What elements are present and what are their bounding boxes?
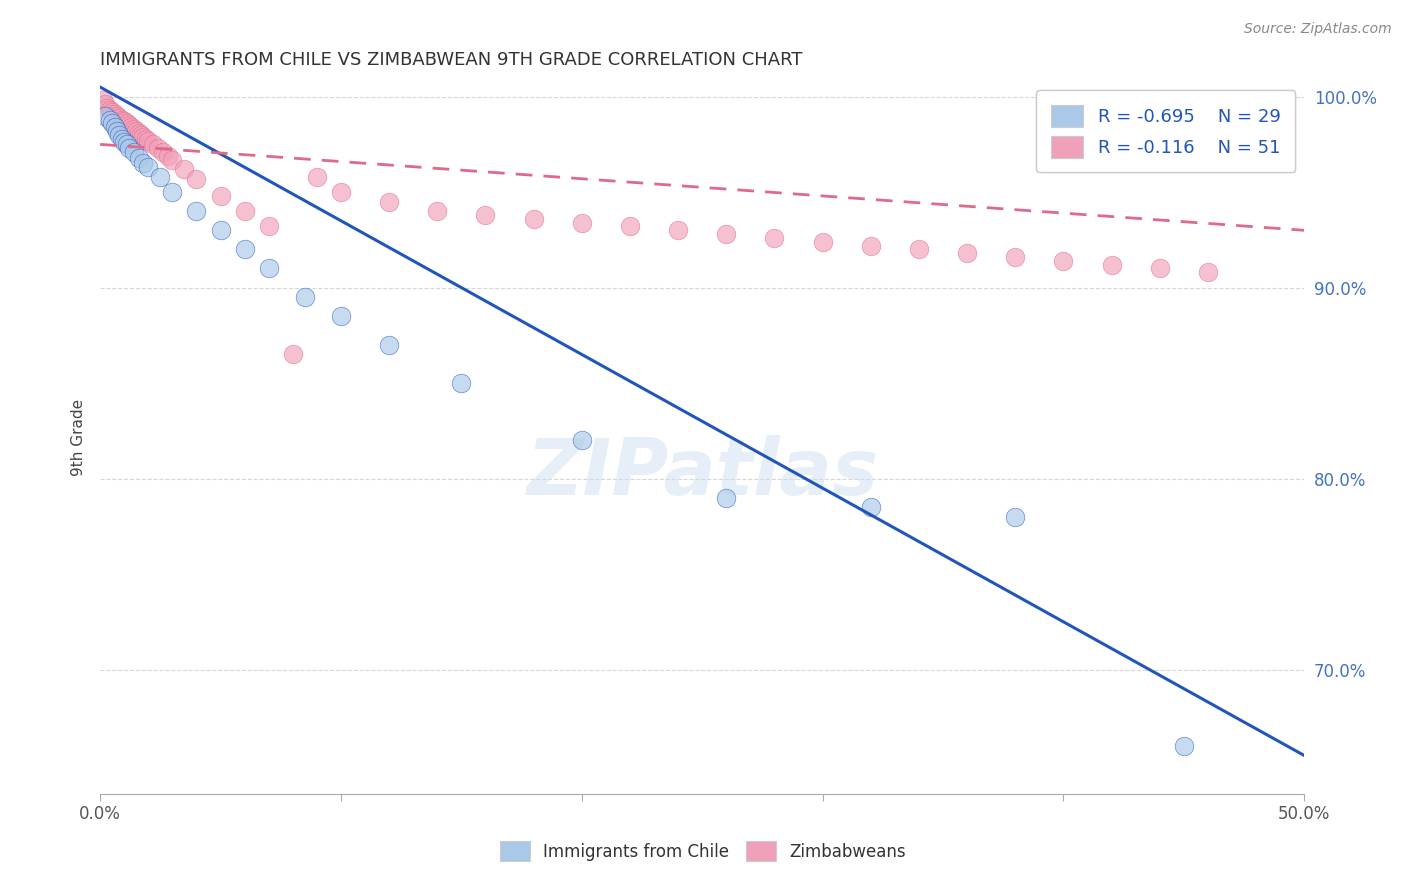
Point bbox=[1197, 265, 1219, 279]
Text: IMMIGRANTS FROM CHILE VS ZIMBABWEAN 9TH GRADE CORRELATION CHART: IMMIGRANTS FROM CHILE VS ZIMBABWEAN 9TH … bbox=[100, 51, 803, 69]
Point bbox=[571, 434, 593, 448]
Point bbox=[666, 223, 689, 237]
Point bbox=[122, 122, 145, 136]
Point bbox=[1173, 739, 1195, 753]
Point bbox=[378, 338, 401, 352]
Point bbox=[94, 97, 117, 112]
Point bbox=[98, 103, 121, 117]
Point bbox=[329, 310, 352, 324]
Point bbox=[132, 156, 155, 170]
Point bbox=[101, 116, 124, 130]
Point bbox=[122, 145, 145, 159]
Point bbox=[108, 111, 131, 125]
Point bbox=[115, 116, 138, 130]
Point bbox=[186, 171, 208, 186]
Point bbox=[128, 126, 150, 140]
Point bbox=[329, 185, 352, 199]
Point bbox=[450, 376, 472, 390]
Point bbox=[128, 151, 150, 165]
Point bbox=[94, 109, 117, 123]
Point bbox=[149, 169, 172, 184]
Point bbox=[209, 223, 232, 237]
Point bbox=[120, 120, 142, 135]
Point bbox=[118, 118, 141, 132]
Legend: Immigrants from Chile, Zimbabweans: Immigrants from Chile, Zimbabweans bbox=[486, 828, 920, 875]
Point bbox=[523, 211, 546, 226]
Point bbox=[1052, 253, 1074, 268]
Point bbox=[571, 216, 593, 230]
Point bbox=[619, 219, 641, 234]
Point bbox=[105, 109, 128, 123]
Point bbox=[101, 104, 124, 119]
Point bbox=[152, 145, 174, 159]
Point bbox=[162, 185, 184, 199]
Text: Source: ZipAtlas.com: Source: ZipAtlas.com bbox=[1244, 22, 1392, 37]
Point bbox=[136, 161, 159, 175]
Point bbox=[162, 153, 184, 167]
Point bbox=[281, 347, 304, 361]
Point bbox=[474, 208, 496, 222]
Point bbox=[142, 137, 165, 152]
Y-axis label: 9th Grade: 9th Grade bbox=[72, 399, 86, 476]
Point bbox=[112, 136, 135, 150]
Point bbox=[115, 137, 138, 152]
Text: ZIPatlas: ZIPatlas bbox=[526, 435, 879, 511]
Point bbox=[111, 131, 134, 145]
Point bbox=[96, 101, 118, 115]
Point bbox=[98, 112, 121, 127]
Point bbox=[209, 189, 232, 203]
Point bbox=[103, 107, 125, 121]
Point bbox=[132, 129, 155, 144]
Point bbox=[108, 128, 131, 142]
Point bbox=[1004, 509, 1026, 524]
Point bbox=[103, 120, 125, 135]
Point bbox=[811, 235, 834, 249]
Point bbox=[136, 134, 159, 148]
Point bbox=[257, 261, 280, 276]
Point bbox=[1004, 250, 1026, 264]
Point bbox=[112, 114, 135, 128]
Point bbox=[305, 169, 328, 184]
Point bbox=[716, 227, 738, 241]
Point bbox=[1149, 261, 1171, 276]
Point bbox=[129, 128, 152, 142]
Point bbox=[173, 162, 195, 177]
Point bbox=[859, 238, 882, 252]
Point bbox=[1101, 258, 1123, 272]
Point bbox=[118, 141, 141, 155]
Point bbox=[763, 231, 786, 245]
Point bbox=[956, 246, 979, 260]
Point bbox=[378, 194, 401, 209]
Point bbox=[859, 500, 882, 515]
Point bbox=[908, 243, 931, 257]
Point bbox=[135, 131, 157, 145]
Point bbox=[156, 149, 179, 163]
Point bbox=[426, 204, 449, 219]
Point bbox=[146, 141, 169, 155]
Point bbox=[716, 491, 738, 505]
Point bbox=[257, 219, 280, 234]
Point bbox=[111, 112, 134, 127]
Point bbox=[125, 124, 148, 138]
Point bbox=[233, 243, 256, 257]
Point bbox=[105, 124, 128, 138]
Point bbox=[186, 204, 208, 219]
Point bbox=[91, 94, 114, 108]
Point bbox=[294, 290, 316, 304]
Point bbox=[233, 204, 256, 219]
Legend: R = -0.695    N = 29, R = -0.116    N = 51: R = -0.695 N = 29, R = -0.116 N = 51 bbox=[1036, 90, 1295, 172]
